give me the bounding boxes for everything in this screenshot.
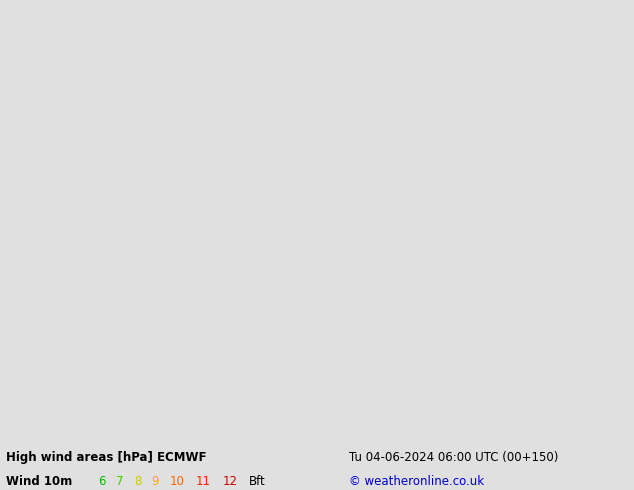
Text: 6: 6 (98, 475, 106, 488)
Text: 10: 10 (169, 475, 184, 488)
Text: 12: 12 (223, 475, 238, 488)
Text: 7: 7 (116, 475, 124, 488)
Text: © weatheronline.co.uk: © weatheronline.co.uk (349, 475, 484, 488)
Text: Bft: Bft (249, 475, 266, 488)
Text: 9: 9 (152, 475, 159, 488)
Text: Tu 04-06-2024 06:00 UTC (00+150): Tu 04-06-2024 06:00 UTC (00+150) (349, 451, 558, 465)
Text: Wind 10m: Wind 10m (6, 475, 72, 488)
Text: 11: 11 (196, 475, 211, 488)
Text: High wind areas [hPa] ECMWF: High wind areas [hPa] ECMWF (6, 451, 207, 465)
Text: 8: 8 (134, 475, 141, 488)
